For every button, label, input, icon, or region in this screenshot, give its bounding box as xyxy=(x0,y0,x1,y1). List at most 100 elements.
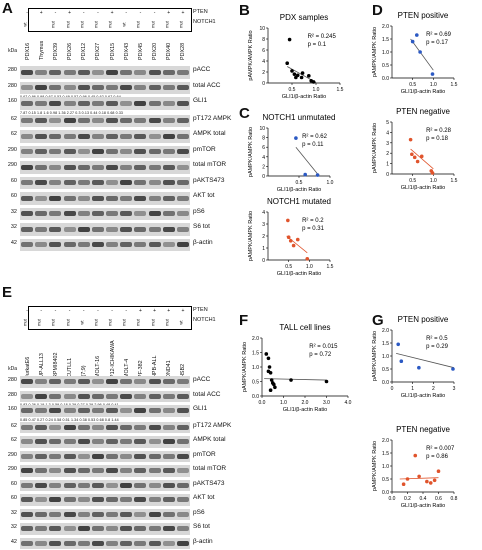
data-point xyxy=(292,72,297,76)
pten-status-cell: - xyxy=(97,10,99,16)
protein-band xyxy=(91,424,104,430)
protein-band xyxy=(91,211,104,217)
protein-band xyxy=(120,424,133,430)
protein-band xyxy=(21,468,34,474)
protein-band xyxy=(21,100,34,106)
x-tick-label: 1.0 xyxy=(430,178,437,184)
protein-band xyxy=(120,526,133,532)
protein-band xyxy=(148,211,161,217)
x-axis-label: GLI1/β-actin Ratio xyxy=(282,94,326,100)
protein-band xyxy=(21,242,34,248)
protein-band xyxy=(120,439,133,445)
x-tick-label: 1.5 xyxy=(337,87,344,93)
protein-band xyxy=(49,149,62,155)
y-tick-label: 0.5 xyxy=(382,63,389,69)
molecular-weight-label: 290 xyxy=(7,146,17,153)
blot-strip xyxy=(20,130,190,143)
protein-band xyxy=(106,468,119,474)
antibody-label: pS6 xyxy=(193,207,205,215)
protein-band xyxy=(120,511,133,517)
data-point xyxy=(289,378,293,382)
pten-status-cell: - xyxy=(82,10,85,16)
panel-b-letter: B xyxy=(239,2,250,19)
protein-band xyxy=(106,497,119,503)
protein-band xyxy=(162,379,175,385)
pten-status-cell: - xyxy=(111,308,113,314)
protein-band xyxy=(134,195,147,201)
protein-band xyxy=(148,482,161,488)
chart-title: NOTCH1 mutated xyxy=(267,197,331,206)
protein-band xyxy=(49,482,62,488)
blot-strip xyxy=(20,390,190,402)
molecular-weight-label: 32 xyxy=(10,208,17,215)
pten-status-cell: - xyxy=(82,308,85,314)
data-point xyxy=(269,378,274,382)
protein-band xyxy=(120,453,133,459)
y-tick-label: 1.5 xyxy=(382,37,389,43)
protein-band xyxy=(176,540,189,546)
protein-band xyxy=(120,118,133,124)
protein-band xyxy=(120,100,133,106)
kda-header: kDa xyxy=(8,48,17,54)
data-point xyxy=(305,257,310,261)
protein-band xyxy=(49,133,62,139)
protein-band xyxy=(134,439,147,445)
protein-band xyxy=(106,133,119,139)
y-tick-label: 0.0 xyxy=(382,380,389,386)
blot-strip xyxy=(20,465,190,477)
protein-band xyxy=(134,133,147,139)
data-point xyxy=(417,365,421,370)
data-point xyxy=(266,356,271,361)
protein-band xyxy=(120,195,133,201)
blot-strip xyxy=(20,207,190,220)
data-point xyxy=(408,137,413,142)
panel-e-letter: E xyxy=(2,284,13,301)
data-point xyxy=(290,69,294,73)
protein-band xyxy=(77,482,90,488)
y-tick-label: 2 xyxy=(386,151,389,157)
protein-band xyxy=(77,195,90,201)
y-tick-label: 2.0 xyxy=(252,336,259,342)
p-value-label: p = 0.17 xyxy=(426,40,449,46)
x-axis-label: GLI1/β-actin Ratio xyxy=(401,89,445,95)
blot-strip xyxy=(20,223,190,236)
antibody-label: pACC xyxy=(193,66,211,73)
protein-band xyxy=(120,211,133,217)
y-tick-label: 2.0 xyxy=(382,438,389,444)
protein-band xyxy=(77,85,90,91)
pten-row-label: PTEN xyxy=(193,9,208,15)
protein-band xyxy=(148,468,161,474)
protein-band xyxy=(63,211,76,217)
gli1-quantification: 7.87 0.15 1.8 1.6 0.98 1.36 2.27 0.3 0.1… xyxy=(20,110,124,115)
protein-band xyxy=(77,242,90,248)
protein-band xyxy=(134,424,147,430)
y-tick-label: 0.0 xyxy=(382,490,389,496)
protein-band xyxy=(106,526,119,532)
chart-title: TALL cell lines xyxy=(279,323,330,332)
pten-status-cell: + xyxy=(138,308,142,314)
antibody-label: AMPK total xyxy=(193,436,226,443)
data-point xyxy=(415,159,420,164)
protein-band xyxy=(134,393,147,399)
panel-g-letter: G xyxy=(372,312,384,329)
data-point xyxy=(419,154,424,159)
pten-status-cell: + xyxy=(181,10,185,16)
antibody-label: pT172 AMPK xyxy=(193,114,232,122)
protein-band xyxy=(91,393,104,399)
protein-band xyxy=(49,424,62,430)
x-axis-label: GLI1/β-actin Ratio xyxy=(283,407,327,413)
protein-band xyxy=(162,211,175,217)
pten-status-cell: - xyxy=(40,308,43,314)
protein-band xyxy=(21,69,34,75)
protein-band xyxy=(49,468,62,474)
protein-band xyxy=(91,526,104,532)
molecular-weight-label: 60 xyxy=(10,177,17,184)
protein-band xyxy=(63,149,76,155)
antibody-label: pmTOR xyxy=(193,450,216,458)
molecular-weight-label: 280 xyxy=(7,67,17,73)
antibody-label: β-actin xyxy=(193,238,213,246)
protein-band xyxy=(120,226,133,232)
protein-band xyxy=(134,468,147,474)
protein-band xyxy=(77,439,90,445)
protein-band xyxy=(21,439,34,445)
